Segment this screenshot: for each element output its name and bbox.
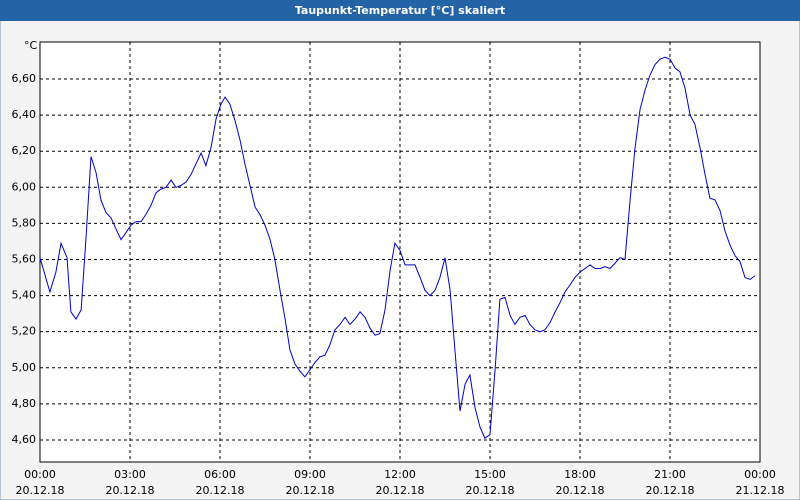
x-tick-date: 20.12.18 — [556, 484, 605, 497]
y-tick-label: 4,60 — [12, 433, 37, 446]
y-tick-label: 6,40 — [12, 108, 37, 121]
y-tick-label: 5,60 — [12, 252, 37, 265]
data-line — [39, 56, 756, 439]
x-tick-label: 06:00 — [204, 468, 236, 481]
y-tick-label: 5,40 — [12, 289, 37, 302]
y-tick-label: 6,60 — [12, 72, 37, 85]
y-tick-label: 6,20 — [12, 144, 37, 157]
x-tick-label: 09:00 — [294, 468, 326, 481]
y-tick-label: 5,20 — [12, 325, 37, 338]
chart-title: Taupunkt-Temperatur [°C] skaliert — [295, 4, 505, 17]
x-tick-date: 20.12.18 — [646, 484, 695, 497]
x-tick-label: 21:00 — [654, 468, 686, 481]
y-tick-label: 5,80 — [12, 216, 37, 229]
x-tick-label: 00:00 — [744, 468, 776, 481]
y-unit: °C — [24, 39, 38, 52]
x-tick-label: 15:00 — [474, 468, 506, 481]
title-bar — [0, 0, 800, 21]
y-tick-label: 4,80 — [12, 397, 37, 410]
x-tick-label: 12:00 — [384, 468, 416, 481]
y-tick-label: 5,00 — [12, 361, 37, 374]
x-tick-label: 03:00 — [114, 468, 146, 481]
x-tick-date: 20.12.18 — [196, 484, 245, 497]
x-tick-date: 20.12.18 — [286, 484, 335, 497]
x-tick-label: 18:00 — [564, 468, 596, 481]
x-tick-date: 21.12.18 — [736, 484, 785, 497]
x-tick-date: 20.12.18 — [466, 484, 515, 497]
x-tick-date: 20.12.18 — [106, 484, 155, 497]
x-tick-date: 20.12.18 — [376, 484, 425, 497]
y-tick-label: 6,00 — [12, 180, 37, 193]
x-tick-label: 00:00 — [24, 468, 56, 481]
x-tick-date: 20.12.18 — [16, 484, 65, 497]
